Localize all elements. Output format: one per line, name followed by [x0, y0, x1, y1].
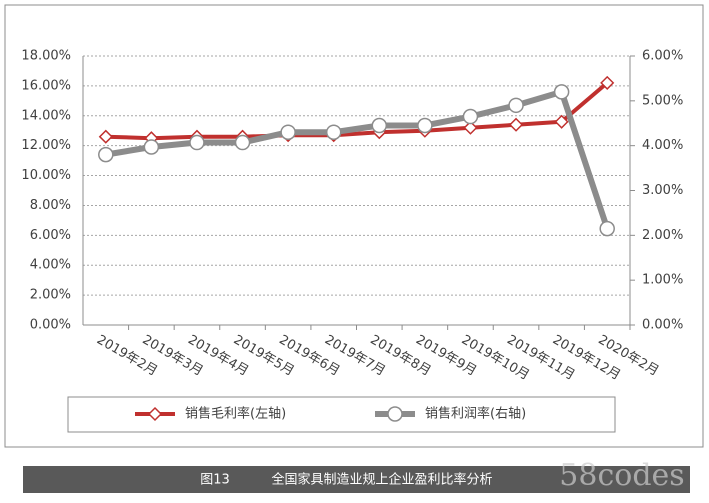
y2-tick-label: 4.00% [642, 138, 683, 153]
chart-frame [4, 4, 704, 448]
point [280, 124, 296, 140]
point [234, 134, 251, 151]
legend-label: 销售利润率(右轴) [425, 406, 526, 422]
watermark: 58codes [559, 458, 684, 493]
caption-bar [23, 466, 690, 493]
point [463, 120, 478, 135]
y2-tick-label: 3.00% [642, 183, 683, 198]
y-tick-label: 18.00% [21, 49, 71, 64]
point [147, 406, 163, 422]
y-tick-label: 12.00% [21, 138, 71, 153]
y-tick-label: 0.00% [30, 318, 71, 333]
series-line [105, 81, 609, 141]
point [508, 117, 524, 132]
point [508, 97, 524, 114]
point [462, 108, 479, 125]
y-tick-label: 16.00% [21, 78, 71, 93]
y-tick-label: 8.00% [30, 198, 71, 213]
point [325, 124, 342, 140]
point [189, 134, 205, 151]
point [417, 117, 433, 134]
y2-tick-label: 2.00% [642, 228, 683, 243]
point [599, 220, 615, 237]
point [98, 146, 114, 163]
point [143, 139, 160, 155]
y2-tick-label: 6.00% [642, 49, 683, 64]
caption: 全国家具制造业规上企业盈利比率分析 [271, 472, 492, 488]
y2-tick-label: 1.00% [642, 273, 683, 288]
y2-tick-label: 5.00% [642, 93, 683, 108]
point [553, 84, 570, 100]
y-tick-label: 6.00% [30, 228, 71, 243]
caption-number: 图13 [200, 473, 230, 488]
point [387, 406, 403, 422]
y-tick-label: 4.00% [30, 258, 71, 273]
point [554, 114, 569, 129]
y2-tick-label: 0.00% [642, 318, 683, 333]
point [371, 117, 388, 134]
point [600, 75, 615, 90]
y-tick-label: 14.00% [21, 108, 71, 123]
y-tick-label: 2.00% [30, 288, 71, 303]
y-tick-label: 10.00% [21, 168, 71, 183]
point [98, 129, 113, 144]
legend-label: 销售毛利率(左轴) [185, 406, 286, 422]
